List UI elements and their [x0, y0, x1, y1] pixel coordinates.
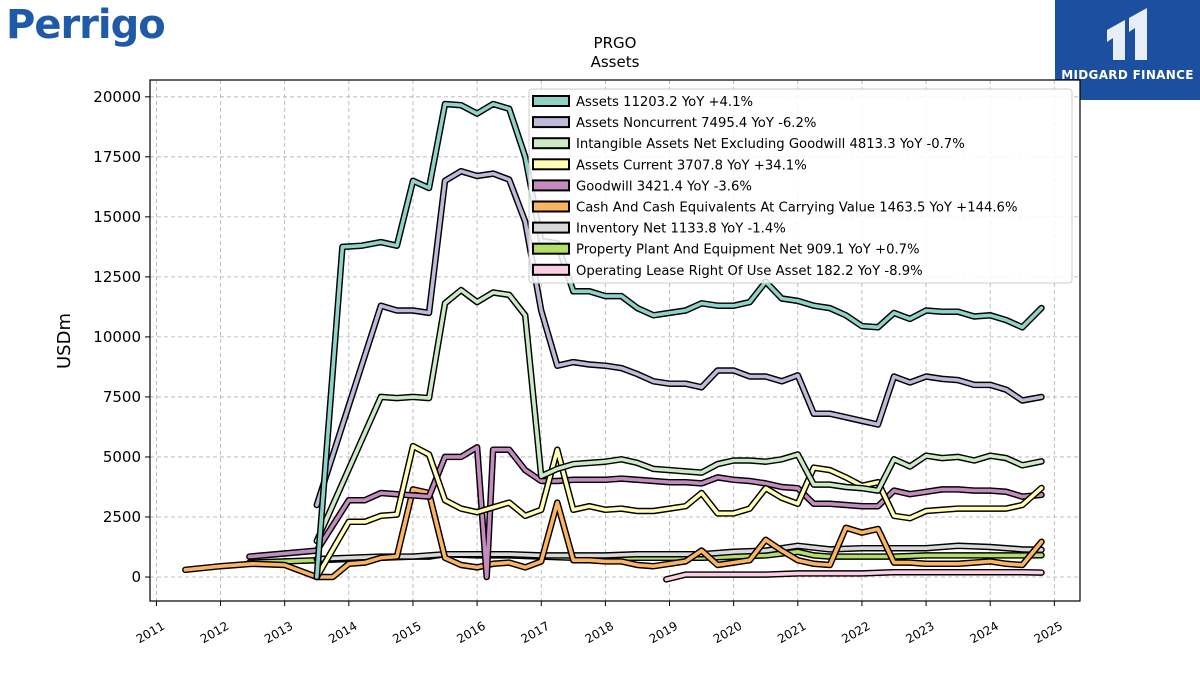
x-tick-label: 2025 [1032, 619, 1065, 646]
y-tick-label: 0 [131, 568, 141, 586]
legend: Assets 11203.2 YoY +4.1% Assets Noncurren… [528, 88, 1073, 284]
legend-swatch [532, 221, 570, 234]
series-line [663, 568, 1045, 583]
legend-label: Assets Current 3707.8 YoY +34.1% [576, 158, 807, 173]
legend-swatch [532, 242, 570, 255]
y-tick-label: 10000 [93, 328, 141, 346]
legend-entry: Assets 11203.2 YoY +4.1% [532, 95, 753, 110]
x-axis: 2011 2012 2013 2014 2015 2016 2017 2018 2019 2020… [134, 601, 1065, 646]
legend-label: Goodwill 3421.4 YoY -3.6% [576, 179, 752, 194]
x-tick-label: 2020 [711, 619, 744, 646]
x-tick-label: 2015 [390, 619, 423, 646]
legend-swatch [532, 116, 570, 129]
legend-label: Operating Lease Right Of Use Asset 182.2… [576, 264, 923, 279]
chart-title: PRGO [594, 34, 637, 52]
x-tick-label: 2017 [519, 619, 552, 646]
series-layer [182, 100, 1045, 583]
legend-entry: Inventory Net 1133.8 YoY -1.4% [532, 221, 786, 237]
series-stroke [315, 288, 1044, 543]
series-stroke [315, 169, 1044, 507]
series-line [246, 444, 1045, 581]
legend-label: Assets 11203.2 YoY +4.1% [576, 95, 753, 110]
series-line [313, 167, 1045, 509]
perrigo-logo-text: Perrigo [6, 2, 166, 48]
legend-swatch [532, 200, 570, 213]
legend-swatch [532, 137, 570, 150]
legend-label: Cash And Cash Equivalents At Carrying Va… [576, 201, 1017, 216]
x-tick-label: 2014 [326, 619, 359, 646]
x-tick-label: 2021 [775, 619, 808, 646]
x-tick-label: 2013 [262, 619, 295, 646]
legend-entry: Assets Current 3707.8 YoY +34.1% [532, 158, 807, 173]
y-tick-label: 17500 [93, 148, 141, 166]
legend-label: Intangible Assets Net Excluding Goodwill… [576, 137, 965, 152]
legend-swatch [532, 179, 570, 192]
legend-label: Inventory Net 1133.8 YoY -1.4% [576, 222, 786, 237]
legend-entry: Assets Noncurrent 7495.4 YoY -6.2% [532, 116, 816, 131]
legend-entry: Intangible Assets Net Excluding Goodwill… [532, 137, 965, 152]
series-stroke [315, 102, 1044, 579]
legend-swatch [532, 263, 570, 276]
legend-box [528, 88, 1073, 284]
chart-subtitle: Assets [591, 53, 640, 71]
legend-entry: Cash And Cash Equivalents At Carrying Va… [532, 200, 1017, 216]
y-tick-label: 7500 [103, 388, 141, 406]
x-tick-label: 2023 [903, 619, 936, 646]
x-tick-label: 2018 [583, 619, 616, 646]
series-stroke [664, 570, 1044, 582]
y-tick-label: 15000 [93, 208, 141, 226]
series-line [313, 442, 1045, 581]
y-axis-label: USDm [54, 313, 75, 369]
legend-label: Property Plant And Equipment Net 909.1 Y… [576, 243, 920, 258]
y-tick-label: 20000 [93, 88, 141, 106]
series-line [313, 100, 1045, 581]
legend-entry: Property Plant And Equipment Net 909.1 Y… [532, 242, 920, 258]
series-line [313, 286, 1045, 545]
legend-label: Assets Noncurrent 7495.4 YoY -6.2% [576, 116, 816, 131]
legend-entry: Goodwill 3421.4 YoY -3.6% [532, 179, 752, 194]
y-axis: 0 2500 5000 7500 10000 12500 15000 17500 20000 [93, 88, 150, 586]
series-stroke [183, 487, 1044, 579]
legend-swatch [532, 95, 570, 107]
series-stroke [315, 444, 1044, 579]
y-tick-label: 2500 [103, 508, 141, 526]
legend-swatch [532, 158, 570, 171]
x-tick-label: 2019 [647, 619, 680, 646]
plot-frame [149, 79, 1081, 602]
series-stroke [247, 445, 1044, 579]
y-tick-label: 5000 [103, 448, 141, 466]
x-tick-label: 2011 [134, 619, 167, 646]
x-tick-label: 2016 [454, 619, 487, 646]
x-tick-label: 2022 [839, 619, 872, 646]
legend-entry: Operating Lease Right Of Use Asset 182.2… [532, 263, 923, 279]
midgard-logo-text: MIDGARD FINANCE [1061, 68, 1194, 82]
x-tick-label: 2024 [967, 619, 1000, 646]
perrigo-logo: Perrigo [6, 2, 166, 48]
series-line [182, 486, 1045, 581]
y-tick-label: 12500 [93, 268, 141, 286]
x-tick-label: 2012 [198, 619, 231, 646]
